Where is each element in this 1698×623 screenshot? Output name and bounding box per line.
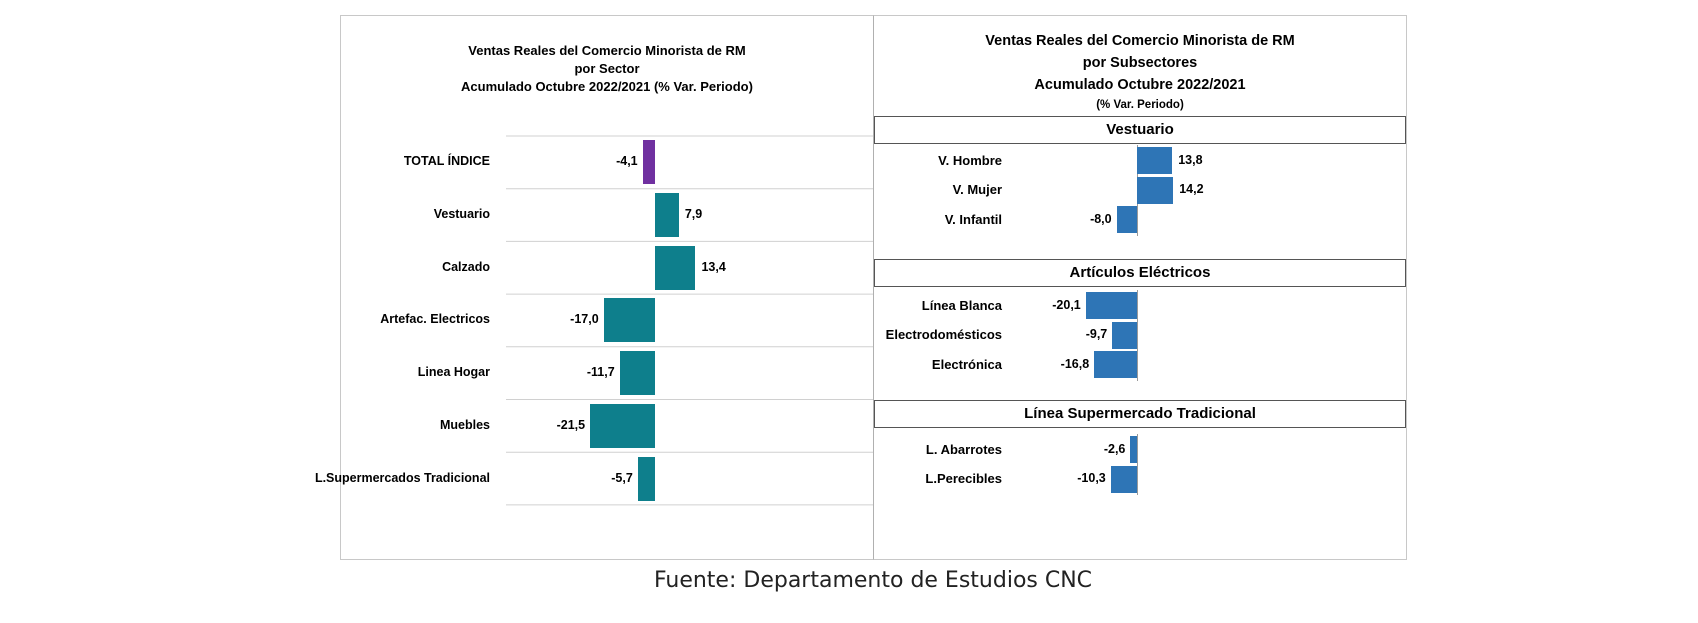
subsector-label-l-abarrotes: L. Abarrotes <box>925 441 1002 457</box>
subsector-value-electrodomesticos: -9,7 <box>1085 327 1108 341</box>
subsector-label-v-hombre: V. Hombre <box>938 152 1002 168</box>
subsector-label-v-infantil: V. Infantil <box>944 211 1002 227</box>
sector-title-line-1: Ventas Reales del Comercio Minorista de … <box>468 43 746 58</box>
sector-bar-linea-hogar <box>619 351 655 396</box>
subsector-value-l-perecibles: -10,3 <box>1077 471 1106 485</box>
sector-value-muebles: -21,5 <box>556 417 586 432</box>
source-note: Fuente: Departamento de Estudios CNC <box>653 568 1093 593</box>
subsector-bar-linea-blanca <box>1085 292 1137 319</box>
subsector-subtitle: (% Var. Periodo) <box>1096 99 1184 111</box>
subsector-value-v-infantil: -8,0 <box>1090 211 1112 226</box>
sector-title-line-2: por Sector <box>574 61 640 76</box>
sector-value-l-supermercados-tradicional: -5,7 <box>611 470 633 485</box>
subsector-bar-l-perecibles <box>1110 465 1137 493</box>
subsector-value-v-mujer: 14,2 <box>1179 182 1204 196</box>
sector-label-calzado: Calzado <box>442 259 490 274</box>
sector-bar-calzado <box>655 245 696 290</box>
sector-label-vestuario: Vestuario <box>433 207 490 222</box>
subsector-bar-electrodomesticos <box>1112 321 1137 349</box>
sector-chart-title: Ventas Reales del Comercio Minorista de … <box>341 42 873 96</box>
subsector-label-electronica: Electrónica <box>931 356 1002 372</box>
subsector-bar-v-mujer <box>1137 176 1174 204</box>
sector-label-total-indice: TOTAL ÍNDICE <box>403 154 490 169</box>
sector-bar-vestuario <box>655 193 679 238</box>
sector-grid <box>506 135 873 506</box>
sector-value-total-indice: -4,1 <box>616 154 638 169</box>
subsector-title-line-2: por Subsectores <box>1082 55 1198 71</box>
subsector-label-electrodomesticos: Electrodomésticos <box>885 327 1002 342</box>
section-header-articulos-electricos: Artículos Eléctricos <box>874 259 1406 287</box>
sector-label-muebles: Muebles <box>439 417 490 432</box>
zero-axis-linea-supermercado-tradicional <box>1137 434 1138 495</box>
subsector-title-line-1: Ventas Reales del Comercio Minorista de … <box>985 33 1295 49</box>
sector-chart-panel: Ventas Reales del Comercio Minorista de … <box>315 15 874 560</box>
sector-label-linea-hogar: Linea Hogar <box>417 365 490 380</box>
sector-label-l-supermercados-tradicional: L.Supermercados Tradicional <box>314 470 490 485</box>
subsector-bar-l-abarrotes <box>1130 436 1137 463</box>
zero-axis-articulos-electricos <box>1137 290 1138 381</box>
subsector-label-v-mujer: V. Mujer <box>952 182 1002 197</box>
subsector-label-l-perecibles: L.Perecibles <box>925 471 1002 486</box>
subsector-title-line-3: Acumulado Octubre 2022/2021 <box>1034 77 1246 93</box>
sector-bar-total-indice <box>642 140 655 185</box>
sector-value-linea-hogar: -11,7 <box>586 365 615 380</box>
subsector-bar-electronica <box>1094 351 1137 378</box>
subsector-value-linea-blanca: -20,1 <box>1052 297 1081 312</box>
section-header-vestuario: Vestuario <box>874 116 1406 144</box>
sector-title-line-3: Acumulado Octubre 2022/2021 (% Var. Peri… <box>461 79 753 94</box>
sector-bar-muebles <box>590 403 655 448</box>
subsector-value-electronica: -16,8 <box>1060 356 1090 371</box>
sector-bar-artefac-electricos <box>603 298 655 343</box>
sector-label-artefac-electricos: Artefac. Electricos <box>380 312 490 327</box>
subsector-bar-v-infantil <box>1116 206 1137 233</box>
sector-value-artefac-electricos: -17,0 <box>570 312 599 327</box>
sector-value-calzado: 13,4 <box>701 259 726 274</box>
subsector-value-l-abarrotes: -2,6 <box>1103 441 1126 456</box>
sector-bar-l-supermercados-tradicional <box>637 456 655 501</box>
subsector-value-v-hombre: 13,8 <box>1178 152 1203 167</box>
subsector-bar-v-hombre <box>1137 147 1173 174</box>
subsector-chart-panel: Ventas Reales del Comercio Minorista de … <box>873 15 1407 560</box>
subsector-chart-title: Ventas Reales del Comercio Minorista de … <box>874 30 1406 114</box>
sector-value-vestuario: 7,9 <box>684 207 703 222</box>
subsector-label-linea-blanca: Línea Blanca <box>921 297 1002 313</box>
section-header-linea-supermercado-tradicional: Línea Supermercado Tradicional <box>874 400 1406 428</box>
